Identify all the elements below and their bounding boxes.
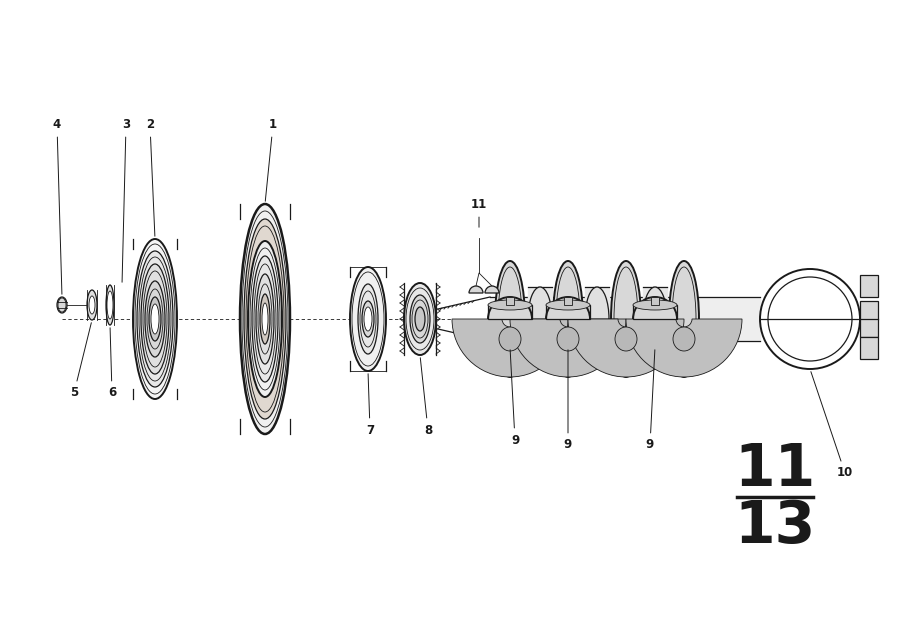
Ellipse shape <box>240 204 290 434</box>
Wedge shape <box>485 286 499 293</box>
Text: 5: 5 <box>70 323 91 399</box>
Ellipse shape <box>149 297 161 341</box>
Text: 8: 8 <box>420 358 432 436</box>
Bar <box>860 275 878 297</box>
Ellipse shape <box>106 285 114 325</box>
Bar <box>488 305 532 319</box>
Ellipse shape <box>145 281 165 357</box>
Text: 9: 9 <box>564 350 572 451</box>
Ellipse shape <box>669 261 699 377</box>
Text: 1: 1 <box>266 119 277 201</box>
Ellipse shape <box>256 274 274 364</box>
Wedge shape <box>469 286 483 293</box>
Wedge shape <box>568 319 684 377</box>
Ellipse shape <box>350 267 386 371</box>
Ellipse shape <box>141 264 169 374</box>
Text: 6: 6 <box>108 328 116 399</box>
Ellipse shape <box>488 300 532 310</box>
Text: 7: 7 <box>366 374 374 436</box>
Text: 11: 11 <box>471 199 487 227</box>
Ellipse shape <box>643 287 667 351</box>
Ellipse shape <box>362 301 374 337</box>
Ellipse shape <box>252 256 278 382</box>
Bar <box>633 305 677 319</box>
Bar <box>546 305 590 319</box>
Text: 9: 9 <box>646 350 655 451</box>
Ellipse shape <box>87 290 97 320</box>
Ellipse shape <box>57 297 67 313</box>
Wedge shape <box>510 319 626 377</box>
Text: 11: 11 <box>734 441 815 498</box>
Ellipse shape <box>262 303 268 335</box>
Ellipse shape <box>151 304 159 334</box>
Text: 9: 9 <box>510 350 519 446</box>
Ellipse shape <box>248 241 282 397</box>
Ellipse shape <box>260 294 270 344</box>
Ellipse shape <box>528 287 552 351</box>
Ellipse shape <box>410 295 430 343</box>
Ellipse shape <box>358 284 378 354</box>
Ellipse shape <box>553 261 583 377</box>
Text: 3: 3 <box>122 119 130 282</box>
Bar <box>651 297 659 305</box>
Text: 4: 4 <box>53 119 62 294</box>
Ellipse shape <box>415 307 425 331</box>
Wedge shape <box>626 319 742 377</box>
Text: 13: 13 <box>734 498 815 556</box>
Bar <box>564 297 572 305</box>
Ellipse shape <box>107 291 113 319</box>
Text: 2: 2 <box>146 119 155 236</box>
Bar <box>860 337 878 359</box>
Ellipse shape <box>364 307 372 331</box>
Ellipse shape <box>499 327 521 351</box>
Ellipse shape <box>615 327 637 351</box>
Ellipse shape <box>557 327 579 351</box>
Text: 10: 10 <box>811 371 853 479</box>
Ellipse shape <box>495 261 525 377</box>
Ellipse shape <box>611 261 641 377</box>
Ellipse shape <box>546 300 590 310</box>
Ellipse shape <box>133 239 177 399</box>
Ellipse shape <box>585 287 609 351</box>
Ellipse shape <box>404 283 436 355</box>
Ellipse shape <box>89 296 95 314</box>
Ellipse shape <box>137 251 173 387</box>
Bar <box>860 301 878 337</box>
Bar <box>506 297 514 305</box>
Ellipse shape <box>244 219 286 419</box>
Wedge shape <box>452 319 568 377</box>
Ellipse shape <box>673 327 695 351</box>
Ellipse shape <box>633 300 677 310</box>
